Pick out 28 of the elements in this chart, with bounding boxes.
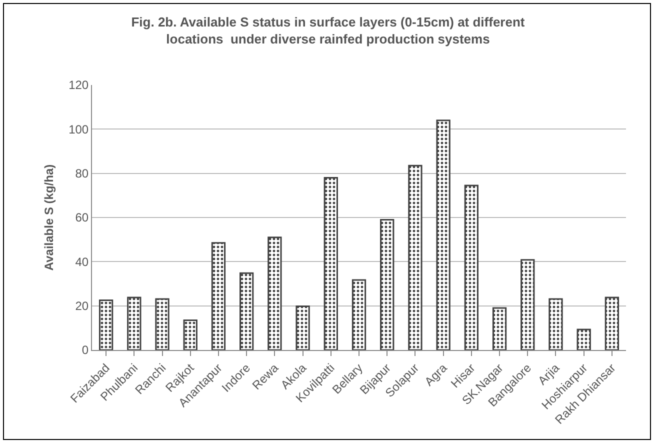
y-tick-label: 60 xyxy=(75,210,89,225)
y-axis-title: Available S (kg/ha) xyxy=(42,164,56,271)
bar xyxy=(127,296,142,350)
bar xyxy=(548,298,563,350)
bar xyxy=(436,120,450,350)
bar xyxy=(464,184,478,350)
bar xyxy=(604,296,620,350)
bar xyxy=(240,272,254,350)
y-tick-label: 0 xyxy=(82,343,89,358)
y-tick-label: 100 xyxy=(68,122,89,136)
chart-title: Fig. 2b. Available S status in surface layers (0-15cm) at different locations under diverse rainfed production systems xyxy=(131,14,526,47)
y-tick-label: 20 xyxy=(75,299,89,314)
bar xyxy=(352,279,366,350)
bar xyxy=(492,307,507,350)
bar xyxy=(408,164,422,350)
bar xyxy=(268,236,282,350)
y-tick-label: 40 xyxy=(75,254,89,269)
bar xyxy=(211,242,226,350)
bar xyxy=(155,298,170,350)
bar xyxy=(324,177,338,350)
bar xyxy=(183,319,198,350)
y-tick-label: 80 xyxy=(75,166,89,181)
y-tick-label: 120 xyxy=(68,78,89,92)
bar xyxy=(576,328,591,350)
bar xyxy=(98,300,114,350)
bar xyxy=(520,259,535,350)
bar xyxy=(296,306,310,350)
bar xyxy=(380,218,394,350)
